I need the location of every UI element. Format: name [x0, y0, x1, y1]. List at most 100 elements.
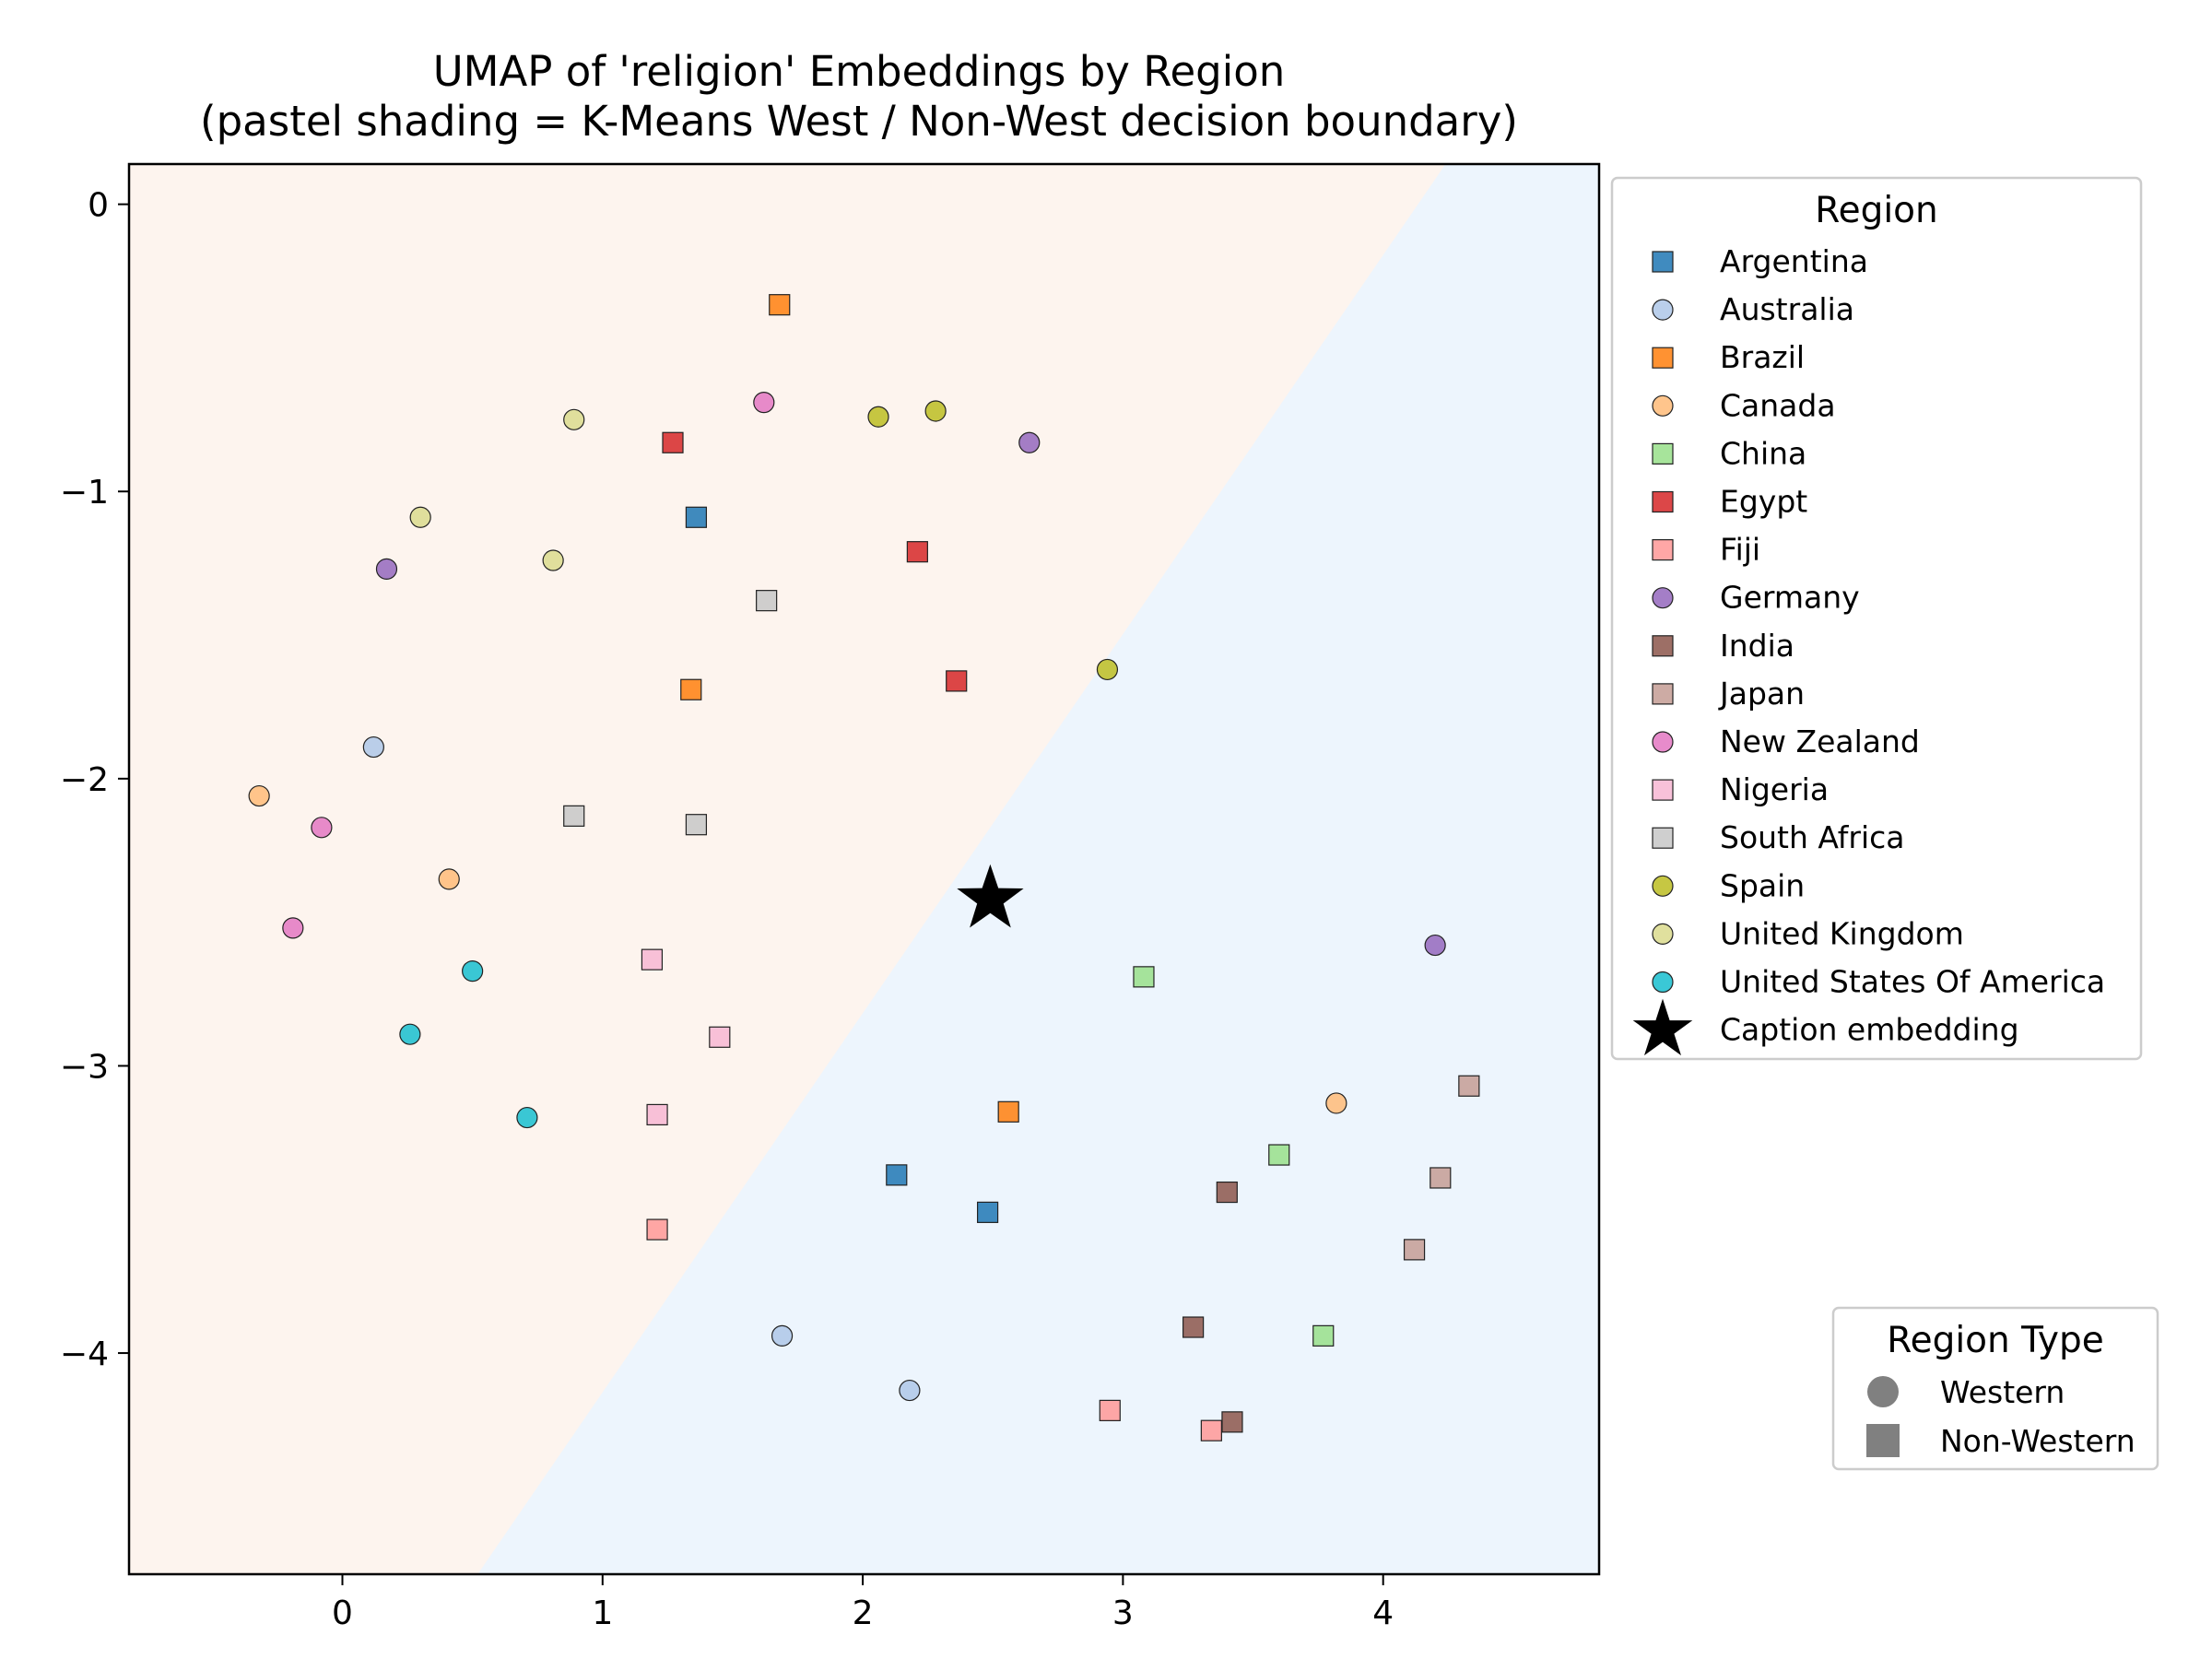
- non-western-legend-marker: [1866, 1424, 1900, 1457]
- plot-area: [127, 162, 1601, 1576]
- australia-point: [362, 735, 384, 759]
- united-kingdom-point: [563, 408, 585, 430]
- germany-point: [1424, 934, 1446, 957]
- legend-marker-germany: [1652, 587, 1674, 609]
- united-kingdom-point: [409, 506, 431, 528]
- india-point: [1221, 1411, 1243, 1433]
- new-zealand-point: [753, 392, 775, 414]
- legend-marker-egypt: [1652, 490, 1674, 513]
- legend-marker-caption-embedding: [1632, 998, 1693, 1056]
- legend-marker-united-states-of-america: [1652, 971, 1674, 994]
- legend-label-australia: Australia: [1720, 291, 1854, 327]
- germany-point: [1018, 431, 1041, 453]
- caption-embedding-star: [957, 864, 1024, 928]
- plot-frame: [127, 162, 1601, 1576]
- non-western-legend-label: Non-Western: [1940, 1423, 2136, 1459]
- south-africa-point: [563, 805, 585, 827]
- legend-label-canada: Canada: [1720, 387, 1836, 423]
- legend-marker-india: [1652, 635, 1674, 657]
- australia-point: [771, 1324, 794, 1347]
- legend-marker-argentina: [1652, 251, 1674, 273]
- nigeria-point: [646, 1103, 668, 1126]
- legend-label-india: India: [1720, 628, 1794, 664]
- argentina-point: [886, 1164, 908, 1186]
- legend-marker-brazil: [1652, 347, 1674, 369]
- x-tick-label: 0: [332, 1594, 353, 1632]
- region-legend-items: Argentina Australia Brazil Canada China Egypt…: [1632, 243, 2105, 1056]
- japan-point: [1458, 1075, 1480, 1097]
- legend-label-japan: Japan: [1718, 676, 1805, 712]
- non-west-region-shading: [477, 164, 1599, 1574]
- western-legend-label: Western: [1940, 1374, 2065, 1410]
- western-legend-marker: [1867, 1376, 1899, 1407]
- legend-marker-japan: [1652, 683, 1674, 705]
- legend-marker-new-zealand: [1652, 731, 1674, 753]
- egypt-point: [662, 431, 684, 453]
- region-type-legend: Region Type Western Non-Western: [1831, 1306, 2159, 1471]
- spain-point: [1096, 658, 1119, 681]
- legend-label-nigeria: Nigeria: [1720, 771, 1829, 807]
- china-point: [1312, 1324, 1335, 1347]
- germany-point: [375, 558, 398, 580]
- canada-point: [248, 784, 270, 807]
- legend-label-united-states-of-america: United States Of America: [1720, 964, 2105, 1000]
- legend-label-spain: Spain: [1720, 867, 1805, 903]
- new-zealand-point: [311, 817, 333, 839]
- legend-label-argentina: Argentina: [1720, 243, 1868, 279]
- x-tick-label: 3: [1112, 1594, 1134, 1632]
- y-axis: 0 −1 −2 −3 −4: [60, 187, 129, 1373]
- legend-label-germany: Germany: [1720, 580, 1860, 616]
- legend-label-new-zealand: New Zealand: [1720, 724, 1920, 759]
- legend-marker-fiji: [1652, 538, 1674, 561]
- fiji-point: [1200, 1419, 1222, 1441]
- spain-point: [924, 400, 947, 422]
- canada-point: [438, 868, 460, 890]
- legend-label-china: China: [1720, 435, 1806, 471]
- fiji-point: [1099, 1399, 1121, 1421]
- y-tick-label: −3: [60, 1048, 109, 1086]
- brazil-point: [769, 294, 791, 316]
- legend-label-fiji: Fiji: [1720, 532, 1760, 568]
- argentina-point: [976, 1201, 999, 1223]
- united-states-of-america-point: [516, 1106, 538, 1129]
- south-africa-point: [685, 814, 708, 836]
- region-legend-frame: [1610, 176, 2143, 1061]
- fiji-point: [646, 1218, 668, 1241]
- x-tick-label: 2: [853, 1594, 874, 1632]
- legend-label-brazil: Brazil: [1720, 339, 1805, 375]
- legend-marker-south-africa: [1652, 827, 1674, 849]
- new-zealand-point: [282, 917, 304, 939]
- region-type-legend-title: Region Type: [1887, 1320, 2104, 1361]
- egypt-point: [906, 541, 928, 563]
- nigeria-point: [641, 948, 664, 971]
- egypt-point: [946, 670, 968, 692]
- y-tick-label: −1: [60, 474, 109, 512]
- nigeria-point: [709, 1026, 731, 1048]
- brazil-point: [997, 1100, 1019, 1123]
- spain-point: [867, 406, 889, 428]
- india-point: [1216, 1181, 1238, 1204]
- x-tick-label: 4: [1372, 1594, 1394, 1632]
- y-tick-label: 0: [88, 187, 109, 225]
- united-states-of-america-point: [399, 1023, 421, 1045]
- south-africa-point: [756, 590, 778, 612]
- legend-label-egypt: Egypt: [1720, 484, 1807, 520]
- india-point: [1182, 1316, 1205, 1338]
- chart-subtitle: (pastel shading = K-Means West / Non-Wes…: [200, 97, 1518, 146]
- canada-point: [1325, 1092, 1347, 1114]
- united-states-of-america-point: [462, 960, 484, 982]
- argentina-point: [685, 506, 708, 528]
- legend-marker-united-kingdom: [1652, 923, 1674, 946]
- x-axis: 0 1 2 3 4: [332, 1574, 1394, 1632]
- legend-marker-australia: [1652, 299, 1674, 321]
- japan-point: [1403, 1239, 1426, 1261]
- japan-point: [1430, 1167, 1452, 1189]
- china-point: [1133, 966, 1155, 988]
- y-tick-label: −4: [60, 1335, 109, 1373]
- scatter-points: [248, 294, 1480, 1441]
- region-legend-title: Region: [1815, 190, 1938, 231]
- y-tick-label: −2: [60, 761, 109, 799]
- legend-label-caption-embedding: Caption embedding: [1720, 1012, 2019, 1048]
- region-legend: Region Argentina Australia Brazil Canada Chi…: [1610, 176, 2143, 1061]
